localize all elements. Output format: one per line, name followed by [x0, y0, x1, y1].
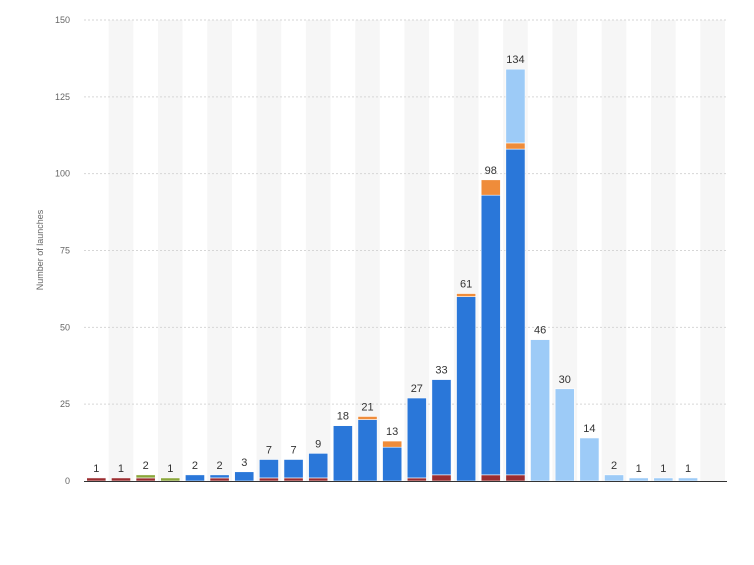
bar-segment — [431, 379, 452, 476]
bar-segment — [135, 474, 156, 479]
y-tick-label: 25 — [60, 399, 70, 409]
y-tick-label: 0 — [65, 476, 70, 486]
bar-segment — [554, 388, 575, 482]
bar-total-label: 61 — [460, 279, 472, 291]
bar-segment — [308, 477, 329, 482]
bar-segment — [258, 459, 279, 479]
bar-total-label: 2 — [217, 460, 223, 472]
column-band — [651, 20, 676, 481]
bar-total-label: 13 — [386, 426, 398, 438]
bar-total-label: 9 — [315, 438, 321, 450]
bar-segment — [283, 477, 304, 482]
bar-segment — [505, 148, 526, 476]
bar-segment — [480, 194, 501, 476]
bar-total-label: 1 — [167, 463, 173, 475]
bar-total-label: 3 — [241, 457, 247, 469]
bar-total-label: 7 — [290, 444, 296, 456]
bar-total-label: 27 — [411, 383, 423, 395]
bar-segment — [505, 142, 526, 150]
bar-total-label: 18 — [337, 411, 349, 423]
bar-segment — [604, 474, 624, 482]
bar-total-label: 1 — [685, 463, 691, 475]
bar-segment — [431, 474, 452, 482]
bar-total-label: 1 — [118, 463, 124, 475]
bar-segment — [357, 416, 378, 420]
bar-segment — [505, 68, 526, 144]
y-axis-title: Number of launches — [35, 209, 45, 291]
bar-segment — [382, 446, 403, 482]
bar-segment — [406, 477, 427, 482]
bar-segment — [86, 477, 107, 482]
bar-segment — [628, 477, 649, 482]
bar-total-label: 7 — [266, 444, 272, 456]
bar-total-label: 1 — [660, 463, 666, 475]
bar-segment — [234, 471, 255, 482]
column-band — [355, 20, 380, 481]
bar-total-label: 21 — [361, 401, 373, 413]
bar-total-label: 2 — [611, 460, 617, 472]
bar-total-label: 134 — [506, 54, 524, 66]
gridlines — [84, 19, 727, 405]
bar-total-label: 30 — [559, 374, 571, 386]
bar-total-label: 1 — [93, 463, 99, 475]
bar-segment — [111, 477, 131, 482]
bar-total-label: 2 — [143, 460, 149, 472]
bar-segment — [357, 419, 378, 482]
bar-segment — [258, 477, 279, 482]
bar-segment — [135, 477, 156, 482]
bar-segment — [456, 296, 477, 482]
bar-segment — [579, 437, 600, 482]
bar-segment — [209, 474, 230, 479]
column-band — [207, 20, 232, 481]
bar-segment — [209, 477, 230, 482]
bar-segment — [185, 474, 205, 482]
bar-segment — [283, 459, 304, 479]
y-tick-label: 50 — [60, 322, 70, 332]
y-tick-label: 150 — [55, 15, 70, 25]
column-band — [157, 20, 183, 481]
y-axis-ticks: 0 25 50 75 100 125 150 — [55, 15, 70, 486]
bar-segment — [505, 474, 526, 482]
y-tick-label: 75 — [60, 246, 70, 256]
bar-segment — [480, 179, 501, 196]
bar-segment — [332, 425, 353, 482]
bar-segment — [530, 339, 551, 482]
bar-total-label: 46 — [534, 325, 546, 337]
bar-segment — [653, 477, 674, 482]
bar-total-label: 14 — [583, 423, 595, 435]
bar-total-label: 98 — [485, 165, 497, 177]
bar-segment — [308, 453, 329, 479]
bar-segment — [382, 440, 403, 448]
y-tick-label: 100 — [55, 169, 70, 179]
bar-segment — [480, 474, 501, 482]
bar-segment — [406, 397, 427, 479]
bar-total-label: 2 — [192, 460, 198, 472]
y-tick-label: 125 — [55, 92, 70, 102]
bar-segment — [456, 293, 477, 297]
bar-total-label: 1 — [636, 463, 642, 475]
bar-total-label: 33 — [435, 365, 447, 377]
bar-segment — [678, 477, 698, 482]
bar-segment — [160, 477, 181, 482]
